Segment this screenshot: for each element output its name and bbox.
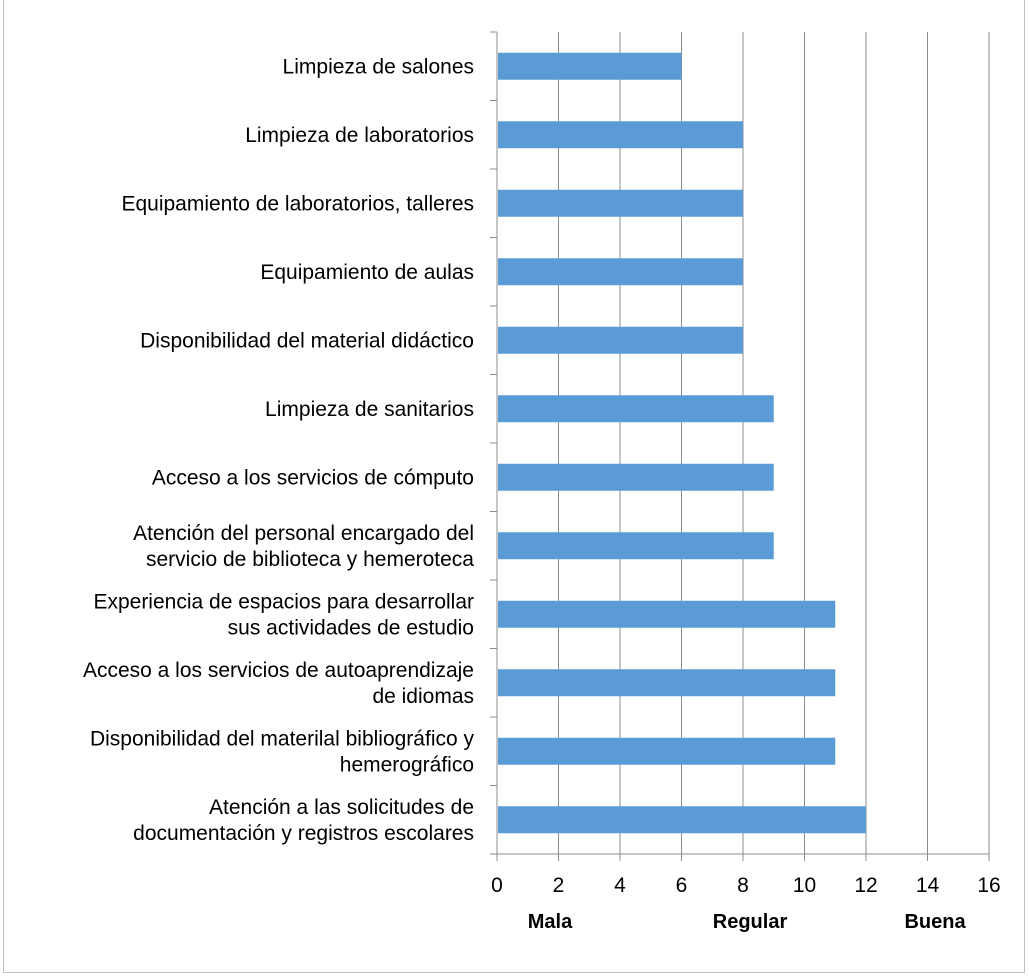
category-label-line: Atención del personal encargado del — [133, 522, 474, 545]
category-label-line: Equipamiento de laboratorios, talleres — [121, 192, 474, 215]
rating-band-label: Regular — [713, 911, 788, 933]
x-tick-label: 16 — [977, 874, 1000, 897]
bar — [498, 189, 743, 217]
x-tick-label: 14 — [916, 874, 940, 897]
category-label: Equipamiento de laboratorios, talleres — [121, 192, 474, 215]
category-label-line: documentación y registros escolares — [133, 822, 474, 845]
bar — [498, 326, 743, 354]
category-label-line: Experiencia de espacios para desarrollar — [93, 590, 474, 613]
bar — [498, 806, 866, 834]
category-label-line: hemerográfico — [340, 753, 474, 776]
category-label-line: Acceso a los servicios de autoaprendizaj… — [83, 659, 474, 682]
bar — [498, 52, 682, 80]
category-label: Atención a las solicitudes de documentaci… — [133, 796, 474, 845]
rating-band-label: Mala — [528, 911, 573, 933]
bar — [498, 600, 836, 628]
band-labels: Mala Regular Buena — [528, 911, 967, 933]
category-label-line: Atención a las solicitudes de — [209, 796, 474, 819]
category-label-line: Limpieza de laboratorios — [245, 124, 474, 147]
x-tick-label: 4 — [614, 874, 626, 897]
x-tick-label: 12 — [854, 874, 877, 897]
category-label-line: Equipamiento de aulas — [260, 261, 474, 284]
category-label-line: Disponibilidad del materilal bibliográfi… — [90, 727, 475, 750]
x-tick-label: 8 — [737, 874, 749, 897]
gridlines — [558, 32, 990, 854]
category-labels: Limpieza de salones Limpieza de laborator… — [83, 55, 475, 845]
category-label: Experiencia de espacios para desarrollar… — [93, 590, 474, 639]
x-tick-label: 0 — [491, 874, 503, 897]
bar — [498, 463, 774, 491]
bar — [498, 121, 743, 149]
category-label: Atención del personal encargado del servi… — [133, 522, 474, 571]
category-label-line: Disponibilidad del material didáctico — [140, 329, 474, 352]
category-label: Limpieza de sanitarios — [265, 398, 474, 421]
category-label-line: Acceso a los servicios de cómputo — [152, 466, 474, 489]
tick-labels: 0 2 4 6 8 10 12 14 16 — [491, 874, 1001, 897]
category-label: Equipamiento de aulas — [260, 261, 474, 284]
bar — [498, 258, 743, 286]
x-tick-label: 2 — [553, 874, 565, 897]
axes — [490, 31, 990, 861]
category-label-line: sus actividades de estudio — [228, 616, 474, 639]
category-label: Limpieza de salones — [283, 55, 474, 78]
chart-frame — [3, 0, 1025, 973]
x-tick-label: 6 — [676, 874, 688, 897]
bar — [498, 737, 836, 765]
category-label: Acceso a los servicios de autoaprendizaj… — [83, 659, 474, 708]
category-label: Disponibilidad del material didáctico — [140, 329, 474, 352]
category-label: Disponibilidad del materilal bibliográfi… — [90, 727, 475, 776]
bar — [498, 669, 836, 697]
bar — [498, 395, 774, 423]
x-tick-label: 10 — [793, 874, 816, 897]
category-label-line: de idiomas — [372, 685, 474, 708]
category-label-line: servicio de biblioteca y hemeroteca — [146, 548, 474, 571]
rating-band-label: Buena — [904, 911, 966, 933]
category-label-line: Limpieza de salones — [283, 55, 474, 78]
bar — [498, 532, 774, 560]
category-label: Limpieza de laboratorios — [245, 124, 474, 147]
category-label: Acceso a los servicios de cómputo — [152, 466, 474, 489]
category-label-line: Limpieza de sanitarios — [265, 398, 474, 421]
bars — [498, 52, 866, 834]
